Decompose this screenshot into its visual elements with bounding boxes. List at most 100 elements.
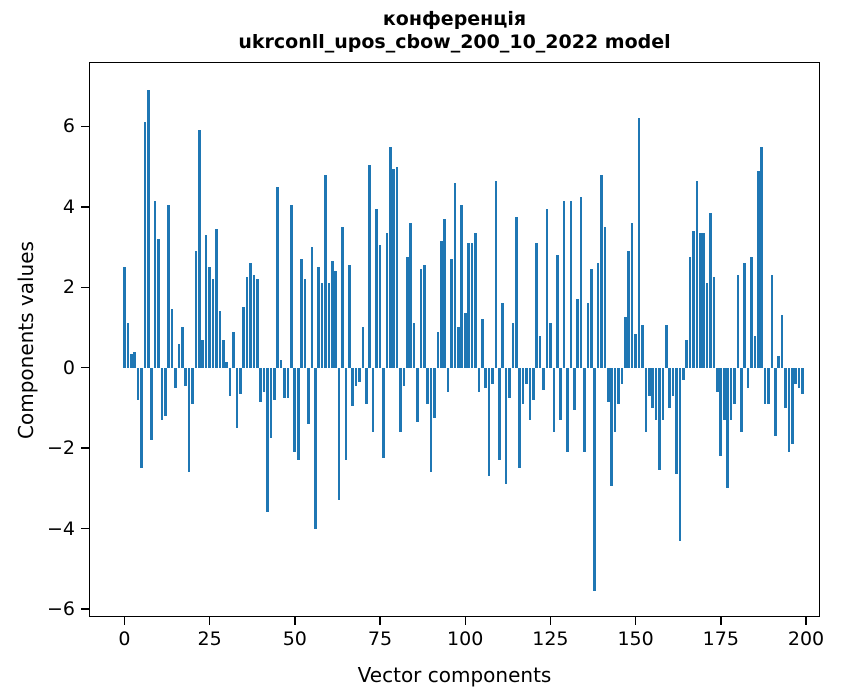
bar-88 [423, 265, 426, 368]
bar-121 [535, 243, 539, 368]
x-tick-0 [123, 617, 126, 625]
bar-13 [167, 204, 171, 368]
bar-183 [746, 367, 750, 388]
bar-60 [327, 283, 331, 368]
bar-20 [191, 367, 194, 404]
bar-12 [163, 367, 167, 416]
bar-186 [756, 170, 760, 368]
bar-18 [184, 367, 188, 386]
bar-7 [146, 90, 150, 368]
bar-45 [276, 186, 280, 368]
bar-5 [140, 367, 143, 469]
bar-69 [358, 367, 361, 382]
bar-193 [780, 315, 784, 368]
bar-94 [443, 218, 447, 368]
bar-68 [354, 367, 358, 386]
bar-32 [232, 331, 235, 368]
bar-128 [559, 367, 562, 420]
bar-37 [249, 263, 252, 368]
y-tick-2 [81, 286, 89, 288]
bar-177 [726, 367, 729, 489]
bar-34 [238, 367, 242, 394]
bar-14 [170, 309, 174, 368]
y-tick-label-4: −2 [46, 437, 75, 460]
bar-71 [365, 367, 368, 404]
bar-87 [419, 269, 423, 368]
x-tick-label-3: 75 [367, 628, 393, 650]
bar-89 [426, 367, 430, 404]
bar-107 [487, 367, 491, 477]
bar-103 [474, 232, 477, 368]
bar-151 [637, 118, 641, 368]
bar-119 [528, 367, 532, 420]
bar-79 [392, 168, 395, 368]
bar-49 [290, 204, 293, 368]
bar-40 [259, 367, 263, 402]
bar-185 [753, 335, 757, 368]
bar-67 [351, 367, 355, 406]
bar-63 [337, 367, 341, 501]
bar-54 [307, 367, 310, 424]
bar-93 [440, 241, 443, 368]
x-tick-50 [294, 617, 296, 625]
bar-141 [603, 226, 607, 368]
bar-104 [477, 367, 481, 392]
x-tick-label-1: 25 [197, 628, 222, 650]
y-tick-label-1: 4 [62, 195, 75, 218]
bar-2 [129, 353, 133, 368]
bar-96 [450, 259, 453, 368]
bar-0 [123, 267, 126, 368]
bar-189 [767, 367, 770, 404]
bar-175 [719, 367, 723, 457]
bar-169 [699, 232, 702, 368]
bar-146 [620, 367, 624, 384]
bar-95 [446, 367, 450, 392]
x-tick-label-4: 100 [447, 628, 484, 650]
bar-117 [521, 367, 525, 404]
bar-86 [416, 367, 419, 422]
bar-124 [545, 208, 549, 368]
bar-29 [221, 339, 225, 368]
bar-24 [204, 234, 208, 368]
bar-113 [508, 367, 511, 398]
bar-39 [256, 279, 259, 368]
y-tick-0 [81, 366, 89, 369]
bar-51 [296, 367, 300, 461]
bar-70 [361, 327, 365, 368]
x-tick-label-6: 150 [617, 628, 654, 650]
bar-41 [262, 367, 266, 392]
x-tick-label-8: 200 [787, 628, 825, 650]
bar-123 [542, 367, 545, 390]
bar-16 [177, 343, 181, 368]
bar-150 [634, 333, 637, 368]
bar-57 [317, 267, 320, 368]
bar-62 [334, 271, 337, 368]
bar-85 [412, 323, 416, 368]
bar-59 [324, 174, 327, 368]
bar-160 [668, 367, 671, 408]
bar-53 [303, 279, 307, 368]
bar-100 [463, 313, 467, 368]
bar-126 [552, 367, 556, 432]
bar-43 [269, 367, 273, 439]
x-tick-150 [634, 617, 637, 625]
x-tick-100 [464, 617, 466, 625]
bar-137 [589, 269, 593, 368]
bar-192 [777, 355, 781, 368]
bar-154 [647, 367, 651, 396]
bar-102 [470, 243, 474, 368]
bar-98 [457, 327, 460, 368]
chart-subtitle: ukrconll_upos_cbow_200_10_2022 model [238, 31, 671, 53]
bar-4 [136, 367, 140, 400]
bar-162 [675, 367, 678, 475]
bar-142 [607, 367, 610, 402]
bar-147 [624, 317, 627, 368]
x-tick-75 [379, 617, 381, 625]
bar-91 [433, 367, 436, 418]
bar-112 [504, 367, 508, 485]
bar-127 [555, 255, 559, 368]
bar-132 [572, 367, 576, 410]
bar-56 [313, 367, 317, 529]
x-tick-25 [208, 617, 211, 625]
